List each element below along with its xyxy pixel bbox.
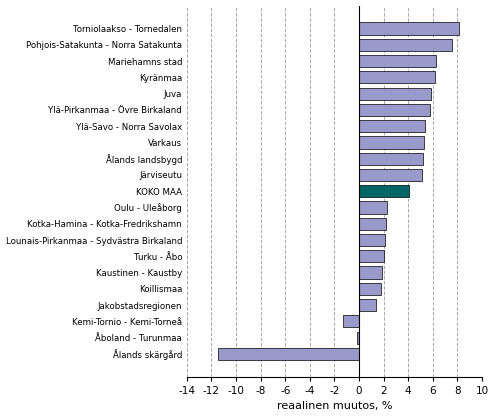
Bar [359,299,376,311]
Bar [359,169,422,181]
Bar [343,315,359,327]
Bar [359,88,431,100]
Bar [359,39,453,51]
Bar [359,136,424,148]
Bar [359,266,382,279]
Bar [359,71,435,83]
Bar [359,283,381,295]
Bar [359,104,430,116]
Bar [359,120,425,132]
Bar [359,23,458,35]
Bar [359,250,383,262]
Bar [357,332,359,344]
Bar [359,185,410,197]
Bar [359,218,386,230]
Bar [359,153,423,165]
Bar [359,234,385,246]
Bar [359,201,387,214]
Bar [218,348,359,360]
Bar [359,55,436,67]
X-axis label: reaalinen muutos, %: reaalinen muutos, % [277,402,392,412]
